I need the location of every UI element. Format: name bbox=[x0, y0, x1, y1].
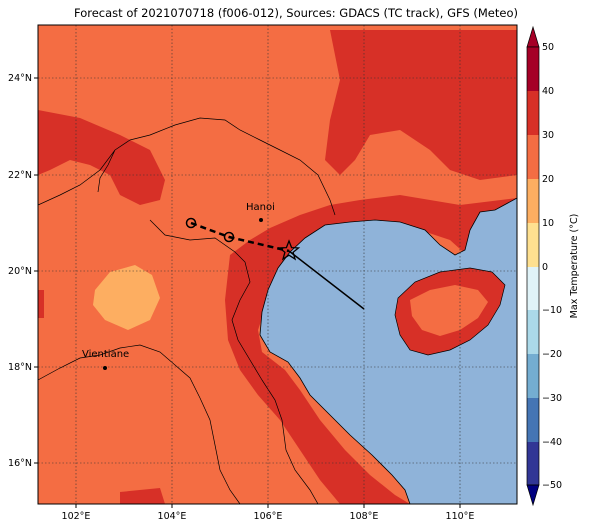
lon-tick-110: 110°E bbox=[446, 511, 475, 522]
colorbar-bin-30-40 bbox=[527, 91, 539, 135]
colorbar-tick-neg40: −40 bbox=[542, 437, 562, 448]
colorbar-extend-bottom bbox=[526, 484, 540, 507]
tc-past-track bbox=[190, 221, 290, 253]
colorbar-bin-0-10 bbox=[527, 223, 539, 267]
lon-axis: 102°E 104°E 106°E 108°E 110°E bbox=[62, 504, 475, 522]
city-marker-hanoi bbox=[259, 218, 263, 222]
map-frame bbox=[37, 24, 518, 505]
colorbar-bin-neg40-neg30 bbox=[527, 398, 539, 442]
lat-axis: 24°N 22°N 20°N 18°N 16°N bbox=[8, 73, 38, 469]
city-marker-vientiane bbox=[103, 366, 107, 370]
colorbar-bin-40-50 bbox=[527, 47, 539, 91]
colorbar-extend-top bbox=[526, 25, 540, 48]
lat-tick-18: 18°N bbox=[8, 362, 32, 373]
city-label-hanoi: Hanoi bbox=[246, 202, 275, 213]
colorbar-bin-neg10-0 bbox=[527, 267, 539, 310]
colorbar-tick-neg30: −30 bbox=[542, 393, 562, 404]
colorbar-bin-10-20 bbox=[527, 179, 539, 223]
colorbar-tick-30: 30 bbox=[542, 130, 554, 141]
lon-tick-104: 104°E bbox=[158, 511, 187, 522]
colorbar-tick-0: 0 bbox=[542, 262, 548, 273]
colorbar: 50 40 30 20 10 0 −10 −20 −30 −40 −50 Max… bbox=[526, 25, 580, 507]
lat-tick-22: 22°N bbox=[8, 170, 32, 181]
map-title: Forecast of 2021070718 (f006-012), Sourc… bbox=[74, 6, 518, 20]
colorbar-tick-neg20: −20 bbox=[542, 349, 562, 360]
hot-zone-northeast bbox=[325, 30, 517, 180]
hot-zone-west-edge bbox=[38, 290, 44, 318]
lon-tick-108: 108°E bbox=[350, 511, 379, 522]
tc-past-position-1 bbox=[185, 217, 197, 229]
hot-zone-northwest bbox=[38, 110, 165, 205]
tc-past-position-2 bbox=[223, 231, 235, 243]
colorbar-frame bbox=[526, 46, 540, 486]
hot-zone-delta bbox=[225, 195, 517, 504]
colorbar-tick-neg50: −50 bbox=[542, 480, 562, 491]
map-area[interactable]: Hanoi Vientiane bbox=[38, 25, 517, 504]
lat-tick-20: 20°N bbox=[8, 266, 32, 277]
lat-tick-16: 16°N bbox=[8, 458, 32, 469]
tc-current-position-star bbox=[277, 239, 301, 261]
hainan-interior bbox=[410, 285, 488, 336]
colorbar-tick-neg10: −10 bbox=[542, 305, 562, 316]
mild-zone bbox=[93, 265, 160, 330]
colorbar-bin-neg50-neg40 bbox=[527, 442, 539, 485]
colorbar-label: Max Temperature (°C) bbox=[569, 214, 580, 319]
colorbar-bin-neg30-neg20 bbox=[527, 354, 539, 398]
tc-forecast-track bbox=[288, 250, 365, 310]
gridlines bbox=[38, 25, 517, 504]
lon-tick-102: 102°E bbox=[62, 511, 91, 522]
city-label-vientiane: Vientiane bbox=[82, 349, 129, 360]
colorbar-tick-10: 10 bbox=[542, 218, 554, 229]
colorbar-bin-20-30 bbox=[527, 135, 539, 179]
colorbar-tick-40: 40 bbox=[542, 86, 554, 97]
hot-zone-south bbox=[120, 488, 165, 504]
colorbar-bin-neg20-neg10 bbox=[527, 310, 539, 354]
lon-tick-106: 106°E bbox=[254, 511, 283, 522]
lat-tick-24: 24°N bbox=[8, 73, 32, 84]
colorbar-tick-50: 50 bbox=[542, 42, 554, 53]
colorbar-tick-20: 20 bbox=[542, 174, 554, 185]
country-borders bbox=[38, 117, 336, 504]
